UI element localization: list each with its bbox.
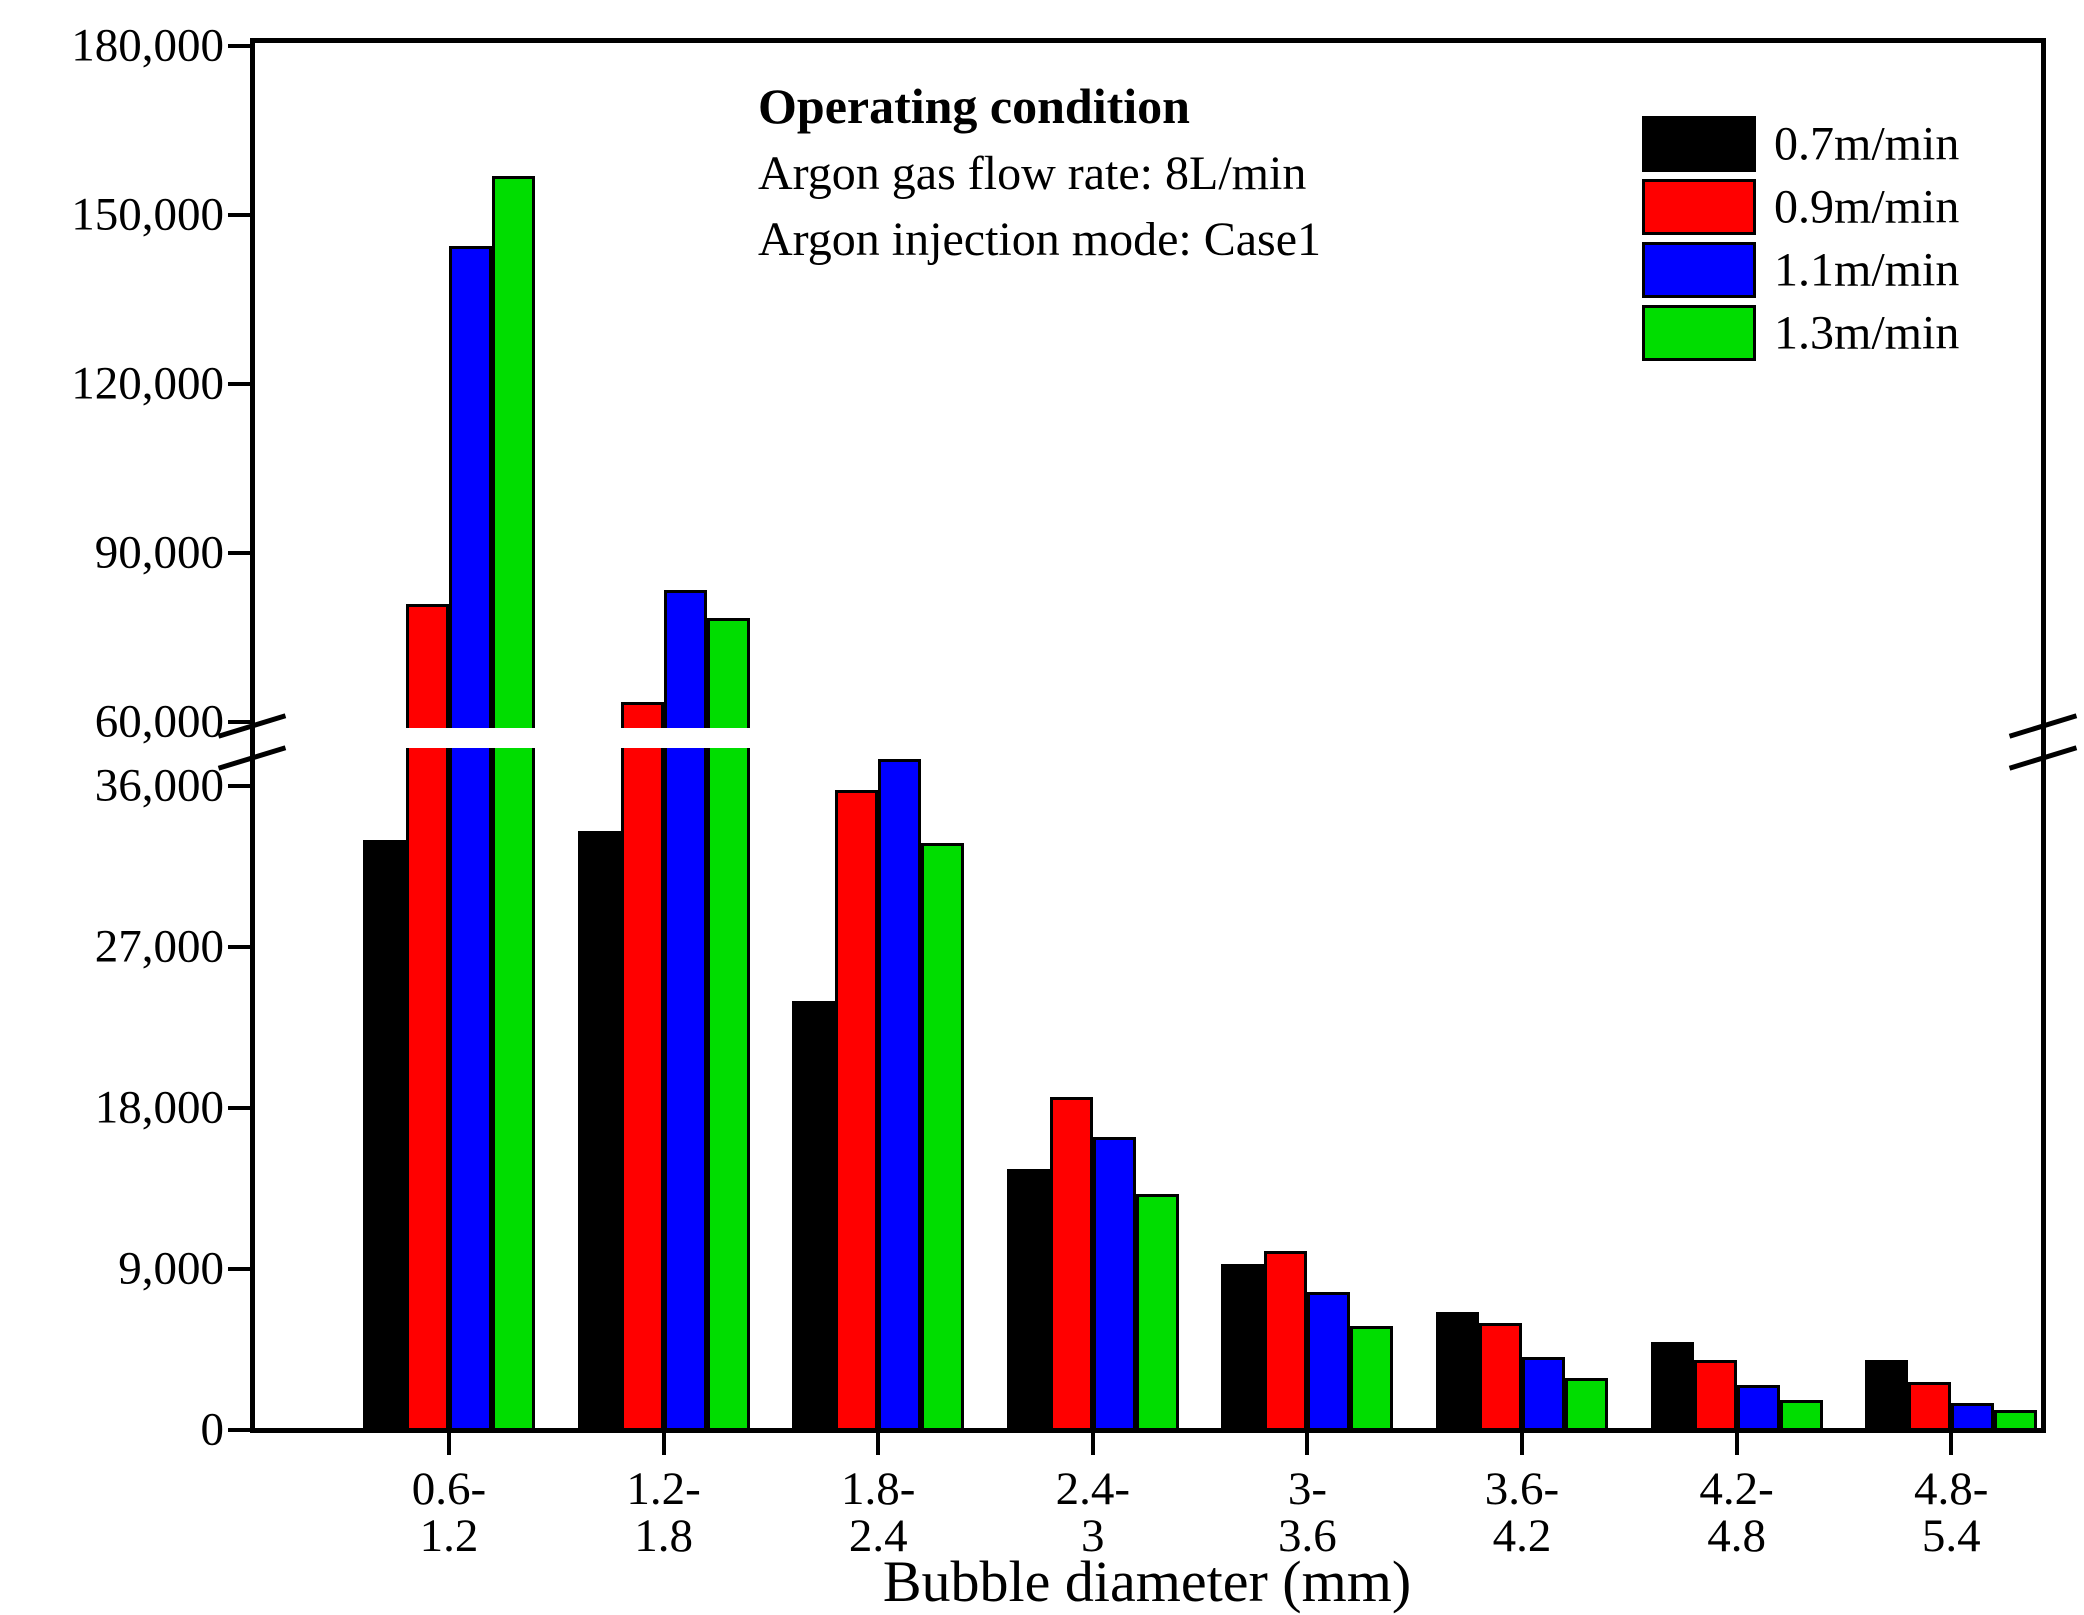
- bar-0.9m/min-0.6-1.2: [406, 603, 449, 728]
- x-tick-mark: [1090, 1432, 1095, 1455]
- bar-1.3m/min-3-3.6: [1350, 1326, 1394, 1430]
- y-tick-label: 0: [200, 1403, 225, 1456]
- y-tick-label: 180,000: [71, 19, 224, 72]
- bar-1.3m/min-0.6-1.2: [492, 175, 535, 728]
- bar-1.3m/min-1.2-1.8: [706, 748, 750, 1430]
- x-tick-label: 3.6-4.2: [1484, 1463, 1560, 1562]
- y-tick-label: 90,000: [94, 526, 224, 579]
- legend-label: 1.3m/min: [1774, 306, 1960, 360]
- y-tick-label: 120,000: [71, 357, 224, 410]
- bar-1.3m/min-2.4-3: [1135, 1193, 1179, 1430]
- bar-0.9m/min-4.8-5.4: [1908, 1381, 1952, 1430]
- y-tick-label: 27,000: [94, 920, 224, 973]
- bar-0.9m/min-1.2-1.8: [620, 748, 664, 1430]
- bar-1.1m/min-4.2-4.8: [1736, 1385, 1780, 1430]
- y-tick-mark: [227, 1106, 250, 1110]
- y-tick-label: 18,000: [94, 1081, 224, 1134]
- y-tick-mark: [227, 382, 250, 386]
- y-tick-label: 150,000: [71, 188, 224, 241]
- bar-1.3m/min-4.2-4.8: [1779, 1399, 1823, 1430]
- bar-0.9m/min-0.6-1.2: [406, 748, 449, 1430]
- bar-1.1m/min-3-3.6: [1307, 1292, 1351, 1430]
- x-tick-mark: [1305, 1432, 1310, 1455]
- legend-swatch-black: [1642, 116, 1756, 172]
- x-tick-label: 1.8-2.4: [840, 1463, 916, 1562]
- bar-0.7m/min-1.2-1.8: [577, 830, 621, 1430]
- bar-1.1m/min-4.8-5.4: [1951, 1403, 1995, 1430]
- bar-0.7m/min-3.6-4.2: [1436, 1311, 1479, 1430]
- x-tick-mark: [1949, 1432, 1954, 1455]
- bar-1.1m/min-1.2-1.8: [663, 589, 707, 728]
- y-tick-mark: [227, 1267, 250, 1271]
- y-tick-mark: [227, 551, 250, 555]
- x-tick-mark: [447, 1432, 451, 1455]
- annotation-title: Operating condition: [758, 78, 1190, 134]
- legend-swatch-green: [1642, 305, 1756, 361]
- legend-swatch-blue: [1642, 242, 1756, 298]
- bar-1.1m/min-3.6-4.2: [1522, 1356, 1565, 1430]
- bar-0.9m/min-3.6-4.2: [1479, 1322, 1522, 1430]
- plot-top-border: [249, 37, 2046, 43]
- bar-0.7m/min-4.2-4.8: [1650, 1342, 1694, 1430]
- y-tick-mark: [227, 945, 250, 949]
- annotation-line-2: Argon injection mode: Case1: [758, 213, 1322, 266]
- bar-0.7m/min-0.6-1.2: [363, 839, 406, 1430]
- x-tick-mark: [1734, 1432, 1739, 1455]
- bar-1.3m/min-0.6-1.2: [492, 748, 535, 1430]
- legend-item-1.3: 1.3m/min: [1642, 305, 2042, 361]
- y-tick-label: 9,000: [118, 1242, 224, 1295]
- x-tick-label: 4.8-5.4: [1913, 1463, 1989, 1562]
- bar-1.3m/min-4.8-5.4: [1994, 1410, 2038, 1430]
- x-tick-label: 1.2-1.8: [626, 1463, 701, 1562]
- bar-1.1m/min-0.6-1.2: [449, 748, 492, 1430]
- legend-item-0.7: 0.7m/min: [1642, 116, 2042, 172]
- x-tick-label: 4.2-4.8: [1699, 1463, 1774, 1562]
- bar-0.7m/min-1.8-2.4: [792, 1000, 836, 1430]
- x-tick-label: 0.6-1.2: [411, 1463, 487, 1562]
- plot-right-border: [2040, 37, 2046, 1433]
- y-tick-mark: [227, 213, 250, 217]
- bar-1.3m/min-1.2-1.8: [706, 617, 750, 728]
- legend-label: 0.7m/min: [1774, 117, 1960, 171]
- legend-item-0.9: 0.9m/min: [1642, 179, 2042, 235]
- y-tick-mark: [227, 720, 250, 724]
- y-tick-mark: [227, 1428, 250, 1432]
- x-axis-title: Bubble diameter (mm): [882, 1549, 1412, 1614]
- bar-0.9m/min-1.2-1.8: [620, 702, 664, 728]
- x-tick-mark: [876, 1432, 881, 1455]
- bar-1.1m/min-1.2-1.8: [663, 748, 707, 1430]
- legend-item-1.1: 1.1m/min: [1642, 242, 2042, 298]
- x-tick-label: 3-3.6: [1278, 1463, 1337, 1562]
- y-tick-label: 36,000: [94, 759, 224, 812]
- bar-0.9m/min-4.2-4.8: [1693, 1360, 1737, 1430]
- axis-break-gap: [256, 728, 2040, 748]
- bar-0.7m/min-3-3.6: [1221, 1263, 1265, 1430]
- y-tick-label: 60,000: [94, 695, 224, 748]
- legend-label: 0.9m/min: [1774, 180, 1960, 234]
- x-tick-mark: [661, 1432, 666, 1455]
- bar-0.7m/min-2.4-3: [1006, 1168, 1050, 1430]
- y-tick-mark: [227, 784, 250, 788]
- bar-1.1m/min-1.8-2.4: [878, 759, 922, 1430]
- x-tick-label: 2.4-3: [1055, 1463, 1130, 1562]
- x-axis-line: [249, 1427, 2046, 1433]
- bar-1.3m/min-3.6-4.2: [1565, 1378, 1608, 1430]
- bar-1.1m/min-0.6-1.2: [449, 246, 492, 728]
- bar-0.9m/min-2.4-3: [1049, 1097, 1093, 1430]
- bar-0.9m/min-1.8-2.4: [835, 789, 879, 1430]
- legend-swatch-red: [1642, 179, 1756, 235]
- y-tick-mark: [227, 44, 250, 48]
- legend-label: 1.1m/min: [1774, 243, 1960, 297]
- x-tick-mark: [1520, 1432, 1524, 1455]
- bar-0.7m/min-4.8-5.4: [1865, 1360, 1909, 1430]
- bar-0.9m/min-3-3.6: [1264, 1251, 1308, 1430]
- annotation-line-1: Argon gas flow rate: 8L/min: [758, 147, 1307, 200]
- y-axis-line: [249, 37, 255, 1433]
- bar-1.1m/min-2.4-3: [1092, 1136, 1136, 1430]
- bar-1.3m/min-1.8-2.4: [921, 843, 965, 1430]
